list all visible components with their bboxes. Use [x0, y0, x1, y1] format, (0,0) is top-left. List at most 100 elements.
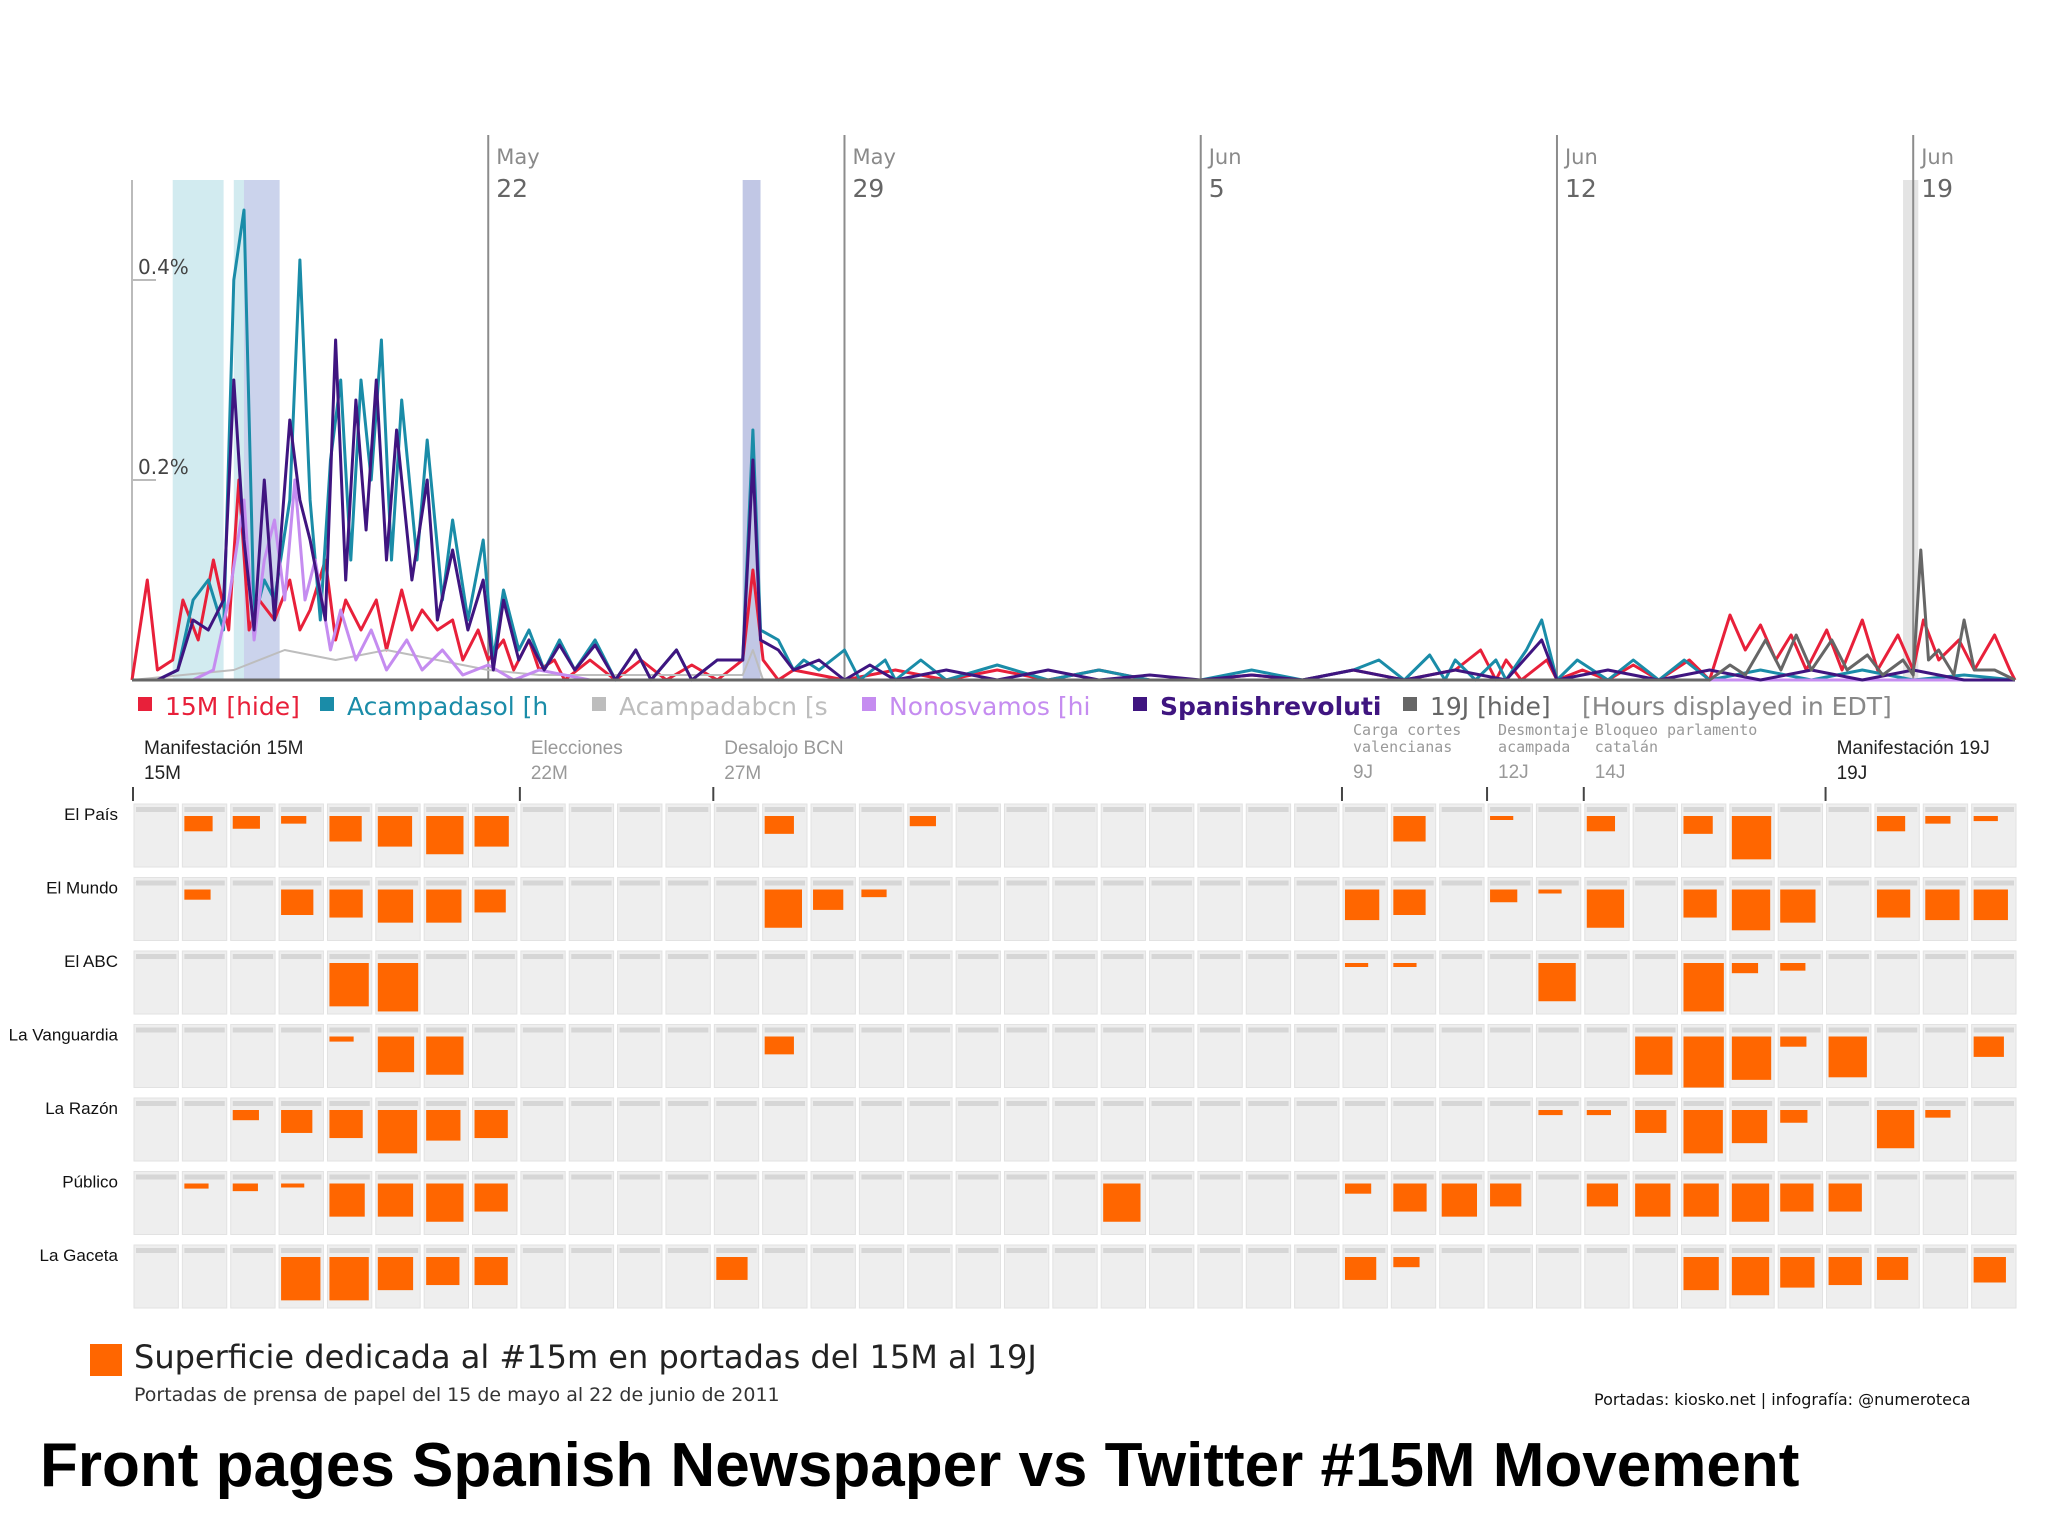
- twitter-legend[interactable]: 15M [hide] Acampadasol [h Acampadabcn [s No…: [138, 692, 1892, 721]
- week-marker-day: 22: [496, 174, 528, 203]
- frontpage-thumb: [713, 1097, 760, 1162]
- y-tick-label: 0.4%: [138, 255, 189, 279]
- frontpage-thumb: [858, 803, 905, 868]
- frontpage-masthead: [958, 954, 999, 959]
- frontpage-masthead: [1199, 1174, 1241, 1180]
- frontpage-thumb: [1100, 1244, 1147, 1309]
- frontpage-masthead: [1006, 1248, 1047, 1253]
- frontpage-masthead: [716, 1101, 757, 1106]
- frontpage-masthead: [958, 1248, 999, 1253]
- frontpage-masthead: [474, 807, 515, 812]
- frontpage-masthead: [1731, 1174, 1773, 1180]
- week-marker-month: May: [496, 145, 539, 169]
- frontpage-masthead: [329, 1101, 370, 1106]
- frontpage-masthead: [1925, 1174, 1966, 1180]
- frontpage-thumb: [520, 803, 566, 868]
- frontpage-masthead: [426, 1027, 467, 1033]
- series-line-19j: [132, 548, 2016, 682]
- coverage-block: [1490, 816, 1514, 820]
- legend-item[interactable]: Acampadabcn [s: [619, 692, 828, 721]
- frontpage-masthead: [1296, 1027, 1337, 1033]
- event-label: Manifestación 19J: [1837, 738, 1990, 759]
- coverage-block: [329, 1183, 365, 1217]
- frontpage-masthead: [281, 880, 322, 886]
- legend-item[interactable]: Spanishrevoluti: [1160, 692, 1381, 721]
- frontpage-masthead: [1586, 807, 1628, 812]
- newspaper-label: El País: [64, 805, 118, 824]
- legend-swatch: [138, 697, 152, 711]
- frontpage-thumb: [858, 1097, 905, 1162]
- frontpage-thumb: [1197, 1097, 1243, 1162]
- frontpage-thumb: [1971, 1171, 2017, 1235]
- frontpage-thumb: [617, 950, 663, 1015]
- frontpage-masthead: [1296, 1174, 1337, 1180]
- frontpage-masthead: [1006, 880, 1047, 886]
- coverage-block: [281, 889, 314, 915]
- coverage-block: [232, 1110, 259, 1121]
- event-label: valencianas: [1353, 738, 1452, 756]
- coverage-block: [1683, 816, 1713, 834]
- frontpage-masthead: [1973, 880, 2014, 886]
- frontpage-masthead: [1441, 1027, 1483, 1033]
- legend-swatch: [862, 697, 876, 711]
- coverage-block: [813, 889, 844, 910]
- frontpage-masthead: [619, 954, 660, 959]
- frontpage-masthead: [426, 807, 467, 812]
- frontpage-masthead: [1248, 954, 1289, 959]
- frontpage-thumb: [1826, 803, 1872, 868]
- frontpage-thumb: [1390, 1024, 1437, 1088]
- frontpage-thumb: [1149, 1171, 1195, 1235]
- legend-item[interactable]: [Hours displayed in EDT]: [1582, 692, 1892, 721]
- coverage-block: [329, 889, 363, 918]
- coverage-block: [1731, 1036, 1772, 1080]
- frontpage-thumb: [230, 1024, 276, 1088]
- frontpage-thumb: [1729, 950, 1775, 1015]
- frontpage-masthead: [1248, 1027, 1289, 1033]
- legend-item[interactable]: 15M [hide]: [165, 692, 300, 721]
- coverage-block: [281, 1257, 321, 1301]
- coverage-block: [1635, 1036, 1673, 1075]
- frontpage-thumb: [1826, 950, 1872, 1015]
- frontpage-thumb: [568, 950, 615, 1015]
- coverage-block: [1344, 1257, 1377, 1280]
- frontpage-thumb: [1245, 803, 1292, 868]
- frontpage-thumb: [1777, 950, 1824, 1015]
- frontpage-masthead: [281, 954, 322, 959]
- frontpage-masthead: [1490, 1248, 1531, 1253]
- frontpage-thumb: [665, 1244, 711, 1309]
- frontpage-masthead: [1054, 807, 1096, 812]
- frontpage-thumb: [858, 1244, 905, 1309]
- frontpage-masthead: [474, 880, 515, 886]
- frontpage-masthead: [909, 954, 951, 959]
- coverage-block: [426, 1257, 460, 1286]
- frontpage-masthead: [861, 1101, 902, 1106]
- frontpage-masthead: [232, 1101, 274, 1106]
- frontpage-masthead: [1248, 880, 1289, 886]
- frontpage-thumb: [1003, 803, 1050, 868]
- coverage-block: [1876, 1110, 1915, 1149]
- frontpage-masthead: [1683, 807, 1724, 812]
- frontpage-masthead: [1103, 880, 1144, 886]
- frontpage-masthead: [522, 880, 564, 886]
- frontpage-masthead: [1296, 880, 1337, 886]
- frontpage-thumb: [1487, 803, 1533, 868]
- frontpage-masthead: [1441, 1101, 1483, 1106]
- event-label: catalán: [1595, 738, 1658, 756]
- frontpage-masthead: [716, 807, 757, 812]
- frontpage-masthead: [764, 1174, 806, 1180]
- frontpage-masthead: [1199, 1248, 1241, 1253]
- frontpage-masthead: [1780, 1027, 1821, 1033]
- frontpage-masthead: [1828, 1174, 1869, 1180]
- coverage-block: [474, 1183, 508, 1212]
- frontpage-masthead: [1731, 880, 1773, 886]
- frontpage-masthead: [1248, 807, 1289, 812]
- legend-item[interactable]: Acampadasol [h: [347, 692, 548, 721]
- legend-item[interactable]: 19J [hide]: [1430, 692, 1551, 721]
- event-date: 12J: [1498, 762, 1529, 783]
- legend-item[interactable]: Nonosvamos [hi: [889, 692, 1090, 721]
- frontpage-masthead: [861, 880, 902, 886]
- frontpage-thumb: [1439, 1097, 1485, 1162]
- event-label: Elecciones: [531, 738, 623, 759]
- coverage-block: [329, 816, 362, 842]
- frontpage-masthead: [1973, 1101, 2014, 1106]
